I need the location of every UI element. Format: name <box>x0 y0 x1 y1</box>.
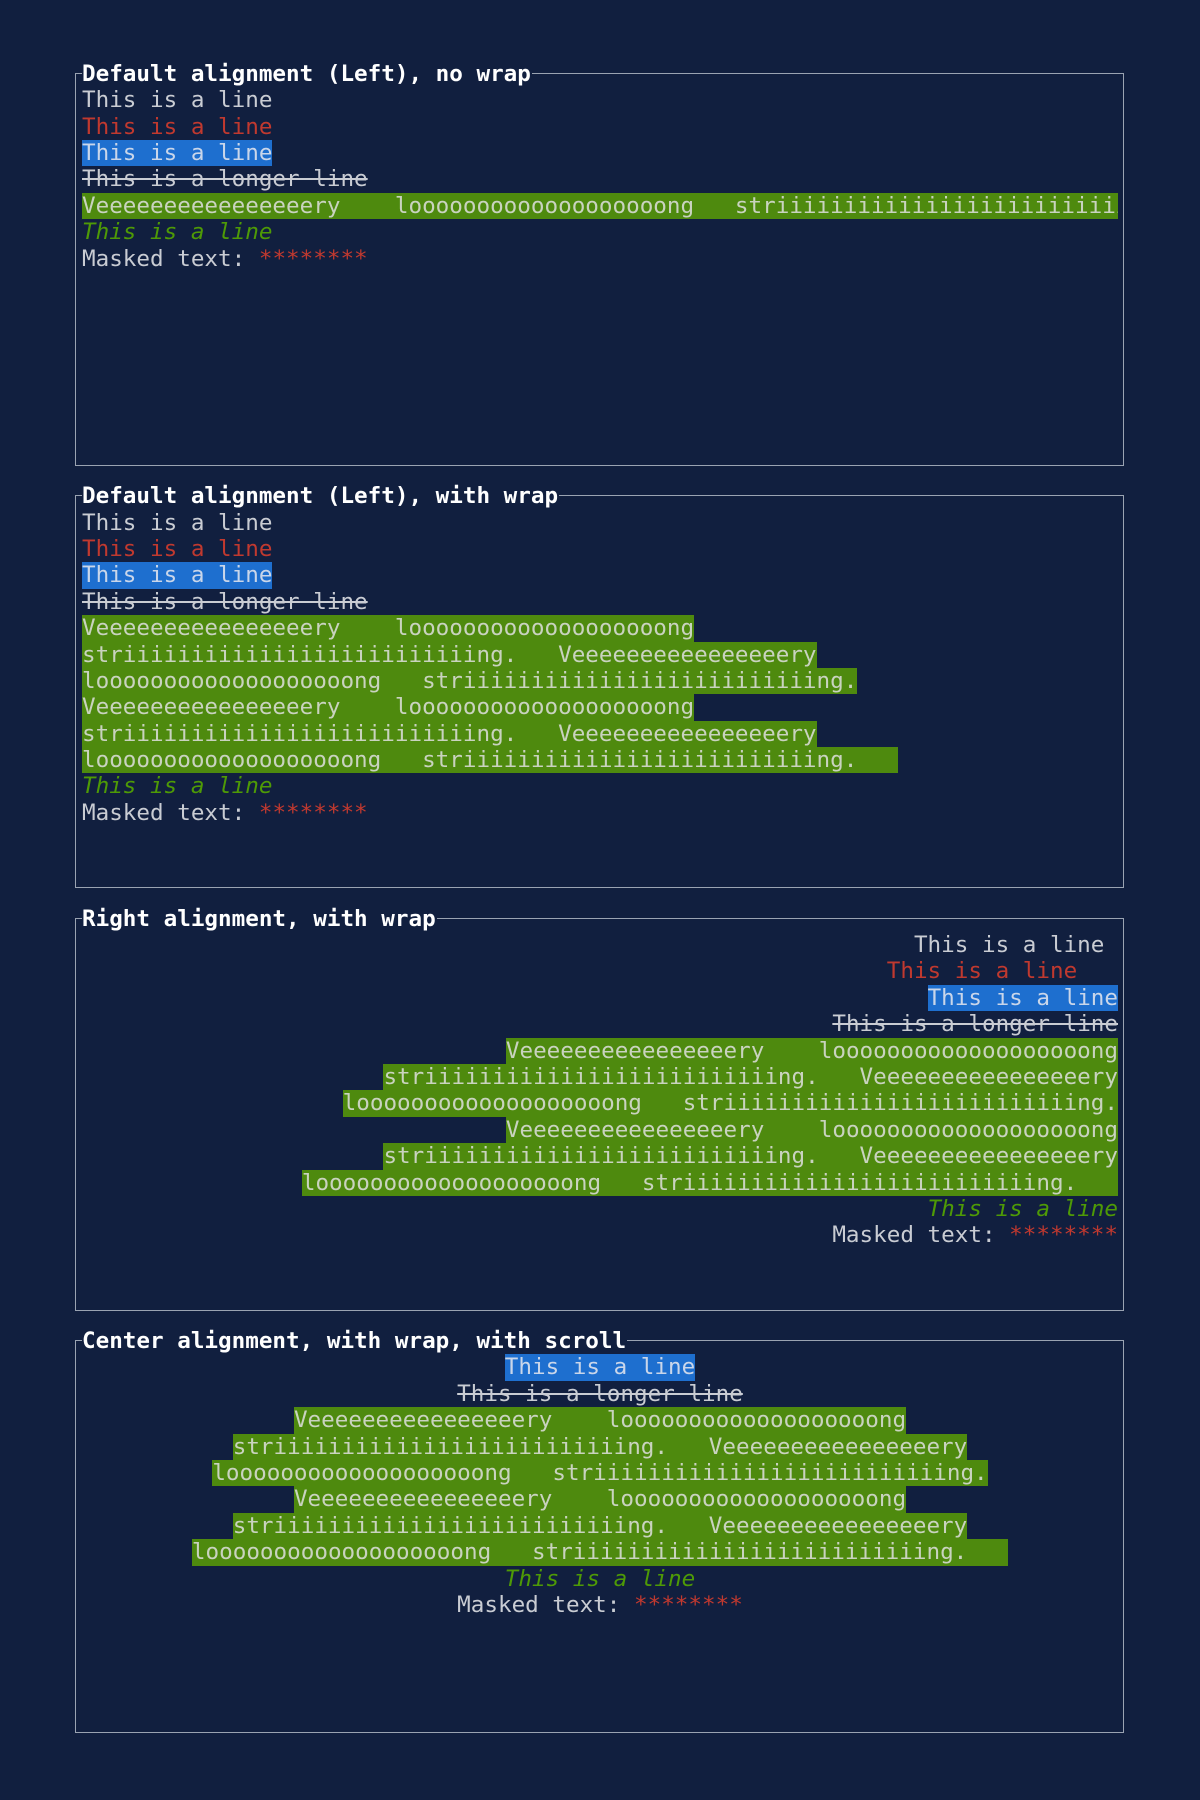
text-span: Veeeeeeeeeeeeeeeery looooooooooooooooooo… <box>82 192 1118 220</box>
text-line: looooooooooooooooooong striiiiiiiiiiiiii… <box>82 667 1118 695</box>
text-line: looooooooooooooooooong striiiiiiiiiiiiii… <box>82 1459 1118 1487</box>
text-line: Veeeeeeeeeeeeeeeery looooooooooooooooooo… <box>82 1037 1118 1064</box>
text-span: This is a line <box>913 931 1118 958</box>
text-span: This is a longer line <box>832 1011 1118 1038</box>
panel-title: Default alignment (Left), no wrap <box>82 60 532 88</box>
paragraph-content: This is a line This is a line This is a … <box>82 932 1118 1249</box>
text-span: This is a line <box>82 562 273 589</box>
text-span: looooooooooooooooooong striiiiiiiiiiiiii… <box>212 1459 988 1487</box>
text-line: This is a longer line <box>82 589 1118 615</box>
text-line: Veeeeeeeeeeeeeeeery looooooooooooooooooo… <box>82 1486 1118 1513</box>
text-span: This is a line <box>927 1195 1118 1222</box>
text-span: looooooooooooooooooong striiiiiiiiiiiiii… <box>191 1539 1009 1566</box>
text-line: Masked text: ******** <box>82 1592 1118 1618</box>
text-span: Veeeeeeeeeeeeeeeery looooooooooooooooooo… <box>505 1037 1118 1064</box>
text-line: looooooooooooooooooong striiiiiiiiiiiiii… <box>82 1090 1118 1117</box>
text-line: This is a longer line <box>82 166 1118 192</box>
text-line: This is a line <box>82 984 1118 1012</box>
text-span: This is a line <box>82 219 273 246</box>
text-line: This is a line <box>82 219 1118 245</box>
text-span: Veeeeeeeeeeeeeeeery looooooooooooooooooo… <box>82 694 695 721</box>
paragraph-panel: Center alignment, with wrap, with scroll… <box>75 1328 1124 1734</box>
text-span: This is a line <box>504 1354 696 1381</box>
text-span: This is a line <box>504 1565 696 1592</box>
text-line: Masked text: ******** <box>82 1222 1118 1248</box>
text-span: Masked text: <box>832 1222 1010 1249</box>
text-line: looooooooooooooooooong striiiiiiiiiiiiii… <box>82 1169 1118 1196</box>
text-span: looooooooooooooooooong striiiiiiiiiiiiii… <box>301 1169 1118 1196</box>
text-line: striiiiiiiiiiiiiiiiiiiiiiiiiing. Veeeeee… <box>82 1143 1118 1170</box>
text-line: looooooooooooooooooong striiiiiiiiiiiiii… <box>82 747 1118 774</box>
text-span: striiiiiiiiiiiiiiiiiiiiiiiiiing. Veeeeee… <box>82 641 817 668</box>
text-span: striiiiiiiiiiiiiiiiiiiiiiiiiing. Veeeeee… <box>383 1063 1118 1091</box>
panel-title: Right alignment, with wrap <box>82 905 437 932</box>
text-span: Veeeeeeeeeeeeeeeery looooooooooooooooooo… <box>293 1486 907 1513</box>
text-span: Masked text: <box>82 245 259 272</box>
text-span: Veeeeeeeeeeeeeeeery looooooooooooooooooo… <box>82 615 695 642</box>
text-line: striiiiiiiiiiiiiiiiiiiiiiiiiing. Veeeeee… <box>82 1063 1118 1091</box>
text-line: striiiiiiiiiiiiiiiiiiiiiiiiiing. Veeeeee… <box>82 1433 1118 1460</box>
text-line: This is a line <box>82 536 1118 562</box>
text-line: This is a line <box>82 1566 1118 1592</box>
text-line: This is a line <box>82 114 1118 140</box>
text-line: This is a line <box>82 773 1118 799</box>
text-span: This is a line <box>82 87 287 114</box>
text-span: This is a longer line <box>457 1380 743 1407</box>
text-span: This is a line <box>886 958 1118 985</box>
text-line: striiiiiiiiiiiiiiiiiiiiiiiiiing. Veeeeee… <box>82 641 1118 668</box>
text-span: looooooooooooooooooong striiiiiiiiiiiiii… <box>342 1090 1118 1117</box>
text-span: This is a line <box>82 535 314 562</box>
text-line: This is a line <box>82 932 1118 958</box>
text-line: This is a line <box>82 510 1118 536</box>
masked-text: ******** <box>634 1591 743 1618</box>
text-line: Veeeeeeeeeeeeeeeery looooooooooooooooooo… <box>82 192 1118 220</box>
text-span: This is a longer line <box>82 166 368 193</box>
text-span: looooooooooooooooooong striiiiiiiiiiiiii… <box>82 667 858 695</box>
text-span: striiiiiiiiiiiiiiiiiiiiiiiiiing. Veeeeee… <box>383 1143 1118 1170</box>
text-line: striiiiiiiiiiiiiiiiiiiiiiiiiing. Veeeeee… <box>82 1512 1118 1540</box>
paragraph-content: This is a line This is a longer line Veeee… <box>82 1354 1118 1618</box>
text-span: Masked text: <box>82 799 259 826</box>
text-line: This is a line <box>82 1354 1118 1381</box>
text-span: This is a line <box>82 509 287 536</box>
text-line: This is a line <box>82 87 1118 113</box>
text-span: striiiiiiiiiiiiiiiiiiiiiiiiiing. Veeeeee… <box>232 1433 968 1460</box>
paragraph-panel: Right alignment, with wrap This is a line… <box>75 905 1124 1311</box>
text-span: Masked text: <box>457 1591 634 1618</box>
text-span: This is a line <box>82 773 273 800</box>
text-span: This is a line <box>82 113 314 140</box>
masked-text: ******** <box>258 245 368 272</box>
text-span: looooooooooooooooooong striiiiiiiiiiiiii… <box>82 747 899 774</box>
text-line: This is a line <box>82 958 1118 984</box>
paragraph-content: This is a line This is a line This is a … <box>82 87 1118 272</box>
paragraph-panel: Default alignment (Left), with wrap This … <box>75 483 1124 889</box>
text-line: This is a longer line <box>82 1011 1118 1037</box>
text-span: Veeeeeeeeeeeeeeeery looooooooooooooooooo… <box>505 1116 1118 1144</box>
text-line: Veeeeeeeeeeeeeeeery looooooooooooooooooo… <box>82 694 1118 721</box>
text-line: Veeeeeeeeeeeeeeeery looooooooooooooooooo… <box>82 615 1118 642</box>
panel-title: Center alignment, with wrap, with scroll <box>82 1328 628 1355</box>
text-line: This is a line <box>82 562 1118 589</box>
text-line: This is a line <box>82 139 1118 167</box>
text-line: Masked text: ******** <box>82 800 1118 826</box>
text-span: striiiiiiiiiiiiiiiiiiiiiiiiiing. Veeeeee… <box>82 720 817 748</box>
text-span: This is a longer line <box>82 588 368 615</box>
text-line: Veeeeeeeeeeeeeeeery looooooooooooooooooo… <box>82 1407 1118 1434</box>
text-line: striiiiiiiiiiiiiiiiiiiiiiiiiing. Veeeeee… <box>82 720 1118 748</box>
text-line: Masked text: ******** <box>82 246 1118 272</box>
panel-title: Default alignment (Left), with wrap <box>82 483 560 510</box>
paragraph-panel: Default alignment (Left), no wrap This is… <box>75 60 1124 466</box>
masked-text: ******** <box>258 799 368 826</box>
masked-text: ******** <box>1009 1222 1118 1249</box>
text-line: This is a longer line <box>82 1381 1118 1407</box>
text-span: striiiiiiiiiiiiiiiiiiiiiiiiiing. Veeeeee… <box>232 1512 968 1540</box>
text-line: This is a line <box>82 1196 1118 1222</box>
text-span: Veeeeeeeeeeeeeeeery looooooooooooooooooo… <box>293 1407 907 1434</box>
text-span: This is a line <box>927 984 1118 1012</box>
text-line: Veeeeeeeeeeeeeeeery looooooooooooooooooo… <box>82 1116 1118 1144</box>
paragraph-content: This is a line This is a line This is a … <box>82 510 1118 827</box>
text-line: looooooooooooooooooong striiiiiiiiiiiiii… <box>82 1539 1118 1566</box>
text-span: This is a line <box>82 139 273 167</box>
